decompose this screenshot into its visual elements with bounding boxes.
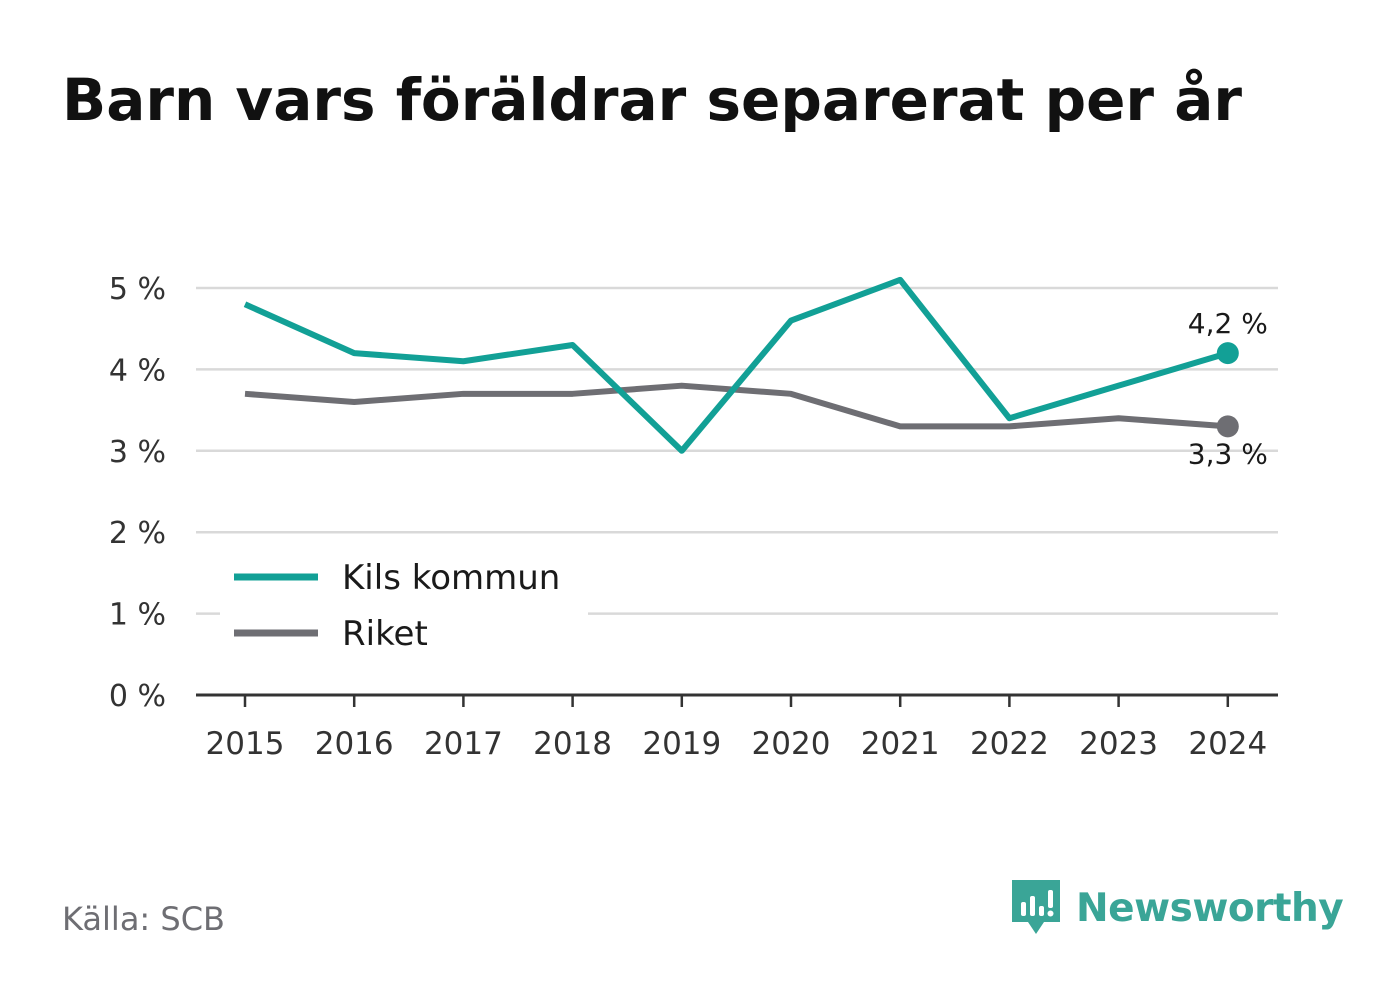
end-point-marker — [1216, 415, 1239, 438]
x-tick-label: 2023 — [1079, 726, 1158, 762]
y-tick-label: 0 % — [109, 679, 166, 714]
end-point-marker — [1216, 342, 1239, 365]
legend: Kils kommun Riket — [220, 550, 588, 662]
x-tick-label: 2024 — [1188, 726, 1267, 762]
x-tick-label: 2022 — [970, 726, 1049, 762]
brand-logo: Newsworthy — [1010, 878, 1344, 938]
series-line — [243, 276, 1229, 454]
end-value-label: 3,3 % — [1188, 437, 1268, 470]
x-tick-label: 2018 — [533, 726, 612, 762]
newsworthy-logo-icon — [1012, 880, 1060, 934]
x-tick-label: 2021 — [861, 726, 940, 762]
x-tick-label: 2020 — [752, 726, 831, 762]
axes: 0 % 1 % 2 % 3 % 4 % 5 % 2015 2016 2017 2018 2019 20… — [109, 272, 1278, 762]
legend-label: Riket — [342, 614, 428, 654]
chart-title: Barn vars föräldrar separerat per år — [62, 66, 1242, 134]
y-tick-label: 4 % — [109, 353, 166, 388]
series-line — [244, 382, 1229, 430]
y-tick-label: 1 % — [109, 598, 166, 633]
x-tick-label: 2017 — [424, 726, 503, 762]
source-note: Källa: SCB — [62, 900, 225, 938]
legend-background — [220, 550, 588, 662]
y-tick-label: 2 % — [109, 516, 166, 551]
legend-label: Kils kommun — [342, 558, 560, 598]
x-tick-label: 2015 — [206, 726, 285, 762]
brand-name: Newsworthy — [1076, 885, 1344, 931]
y-tick-label: 5 % — [109, 272, 166, 307]
end-value-label: 4,2 % — [1188, 307, 1268, 340]
y-tick-label: 3 % — [109, 435, 166, 470]
series-lines: 4,2 % 3,3 % — [243, 276, 1268, 470]
x-tick-label: 2019 — [642, 726, 721, 762]
x-tick-label: 2016 — [315, 726, 394, 762]
